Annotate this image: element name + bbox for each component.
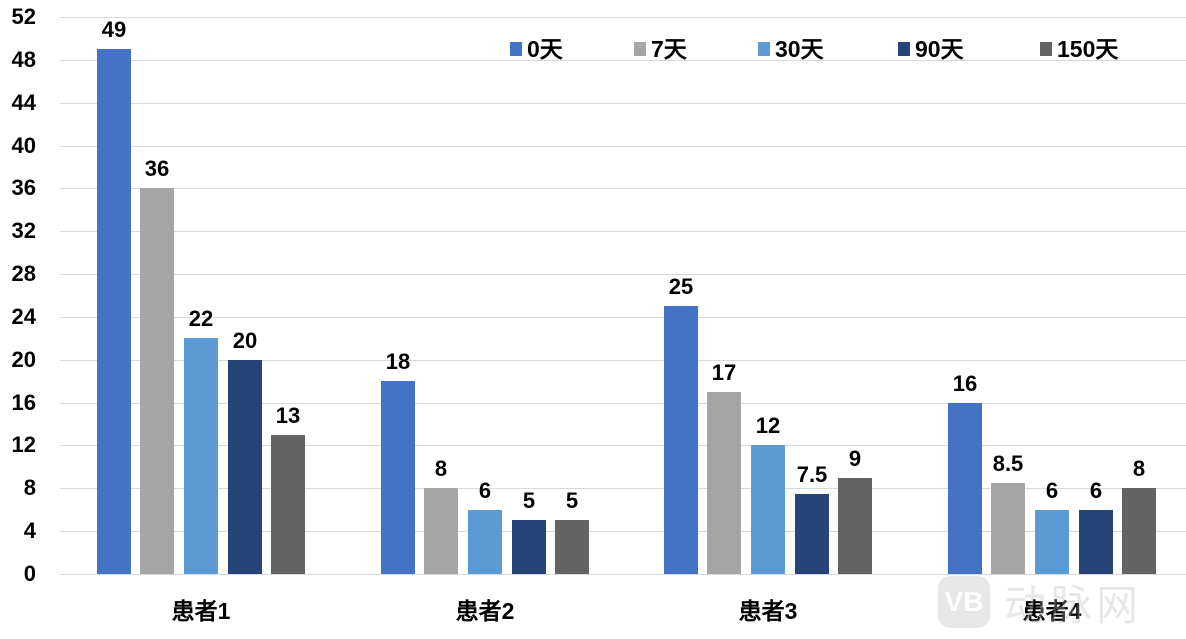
x-tick-label: 患者1	[171, 598, 231, 624]
y-tick-label: 40	[11, 133, 36, 158]
x-tick-label: 患者3	[738, 598, 798, 624]
data-label: 5	[522, 488, 536, 513]
bar	[184, 338, 218, 574]
legend-item: 30天	[758, 36, 824, 62]
data-label: 6	[478, 478, 492, 503]
legend-label: 150天	[1057, 36, 1119, 62]
gridline	[60, 60, 1186, 61]
gridline	[60, 445, 1186, 446]
y-tick-label: 12	[11, 432, 36, 457]
legend-label: 7天	[651, 36, 687, 62]
gridline	[60, 317, 1186, 318]
bar	[751, 445, 785, 574]
legend-item: 7天	[634, 36, 687, 62]
bar	[1079, 510, 1113, 574]
data-label: 6	[1045, 478, 1059, 503]
bar	[795, 494, 829, 574]
bar	[424, 488, 458, 574]
bar	[707, 392, 741, 574]
gridline	[60, 488, 1186, 489]
legend-item: 0天	[510, 36, 563, 62]
gridline	[60, 574, 1186, 575]
data-label: 22	[188, 306, 214, 331]
legend-item: 90天	[898, 36, 964, 62]
data-label: 16	[952, 371, 978, 396]
data-label: 5	[565, 488, 579, 513]
bar	[555, 520, 589, 574]
data-label: 49	[101, 17, 127, 42]
y-tick-label: 52	[11, 4, 36, 29]
legend-label: 0天	[527, 36, 563, 62]
y-tick-label: 28	[11, 261, 36, 286]
data-label: 17	[711, 360, 737, 385]
bar	[664, 306, 698, 574]
gridline	[60, 531, 1186, 532]
y-tick-label: 44	[11, 90, 36, 115]
bar	[512, 520, 546, 574]
bar	[948, 403, 982, 574]
watermark: VB 动脉网	[938, 568, 1142, 636]
bar	[1035, 510, 1069, 574]
legend-item: 150天	[1040, 36, 1118, 62]
data-label: 13	[275, 403, 301, 428]
legend-label: 30天	[775, 36, 824, 62]
legend-swatch-icon	[758, 42, 770, 56]
watermark-logo-icon: VB	[938, 576, 990, 628]
legend-swatch-icon	[634, 42, 646, 56]
data-label: 20	[232, 328, 258, 353]
data-label: 9	[848, 446, 862, 471]
y-tick-label: 0	[23, 561, 36, 586]
gridline	[60, 274, 1186, 275]
data-label: 8	[1132, 456, 1146, 481]
y-tick-label: 20	[11, 347, 36, 372]
y-tick-label: 4	[23, 518, 36, 543]
gridline	[60, 146, 1186, 147]
data-label: 6	[1089, 478, 1103, 503]
bar	[381, 381, 415, 574]
data-label: 8.5	[992, 451, 1024, 476]
bar	[228, 360, 262, 574]
x-tick-label: 患者2	[455, 598, 515, 624]
bar	[838, 478, 872, 574]
data-label: 18	[385, 349, 411, 374]
bar	[140, 188, 174, 574]
data-label: 36	[144, 156, 170, 181]
gridline	[60, 360, 1186, 361]
gridline	[60, 17, 1186, 18]
data-label: 25	[668, 274, 694, 299]
y-tick-label: 36	[11, 175, 36, 200]
x-tick-label: 患者4	[1022, 598, 1082, 624]
gridline	[60, 231, 1186, 232]
data-label: 7.5	[796, 462, 828, 487]
legend-swatch-icon	[510, 42, 522, 56]
y-tick-label: 48	[11, 47, 36, 72]
y-tick-label: 32	[11, 218, 36, 243]
data-label: 8	[434, 456, 448, 481]
gridline	[60, 103, 1186, 104]
bar	[271, 435, 305, 574]
bar	[468, 510, 502, 574]
legend-label: 90天	[915, 36, 964, 62]
gridline	[60, 403, 1186, 404]
legend-swatch-icon	[898, 42, 910, 56]
y-tick-label: 16	[11, 390, 36, 415]
y-tick-label: 24	[11, 304, 36, 329]
y-tick-label: 8	[23, 475, 36, 500]
data-label: 12	[755, 413, 781, 438]
bar	[991, 483, 1025, 574]
gridline	[60, 188, 1186, 189]
bar	[1122, 488, 1156, 574]
legend-swatch-icon	[1040, 42, 1052, 56]
bar	[97, 49, 131, 574]
watermark-text: 动脉网	[1004, 581, 1143, 629]
